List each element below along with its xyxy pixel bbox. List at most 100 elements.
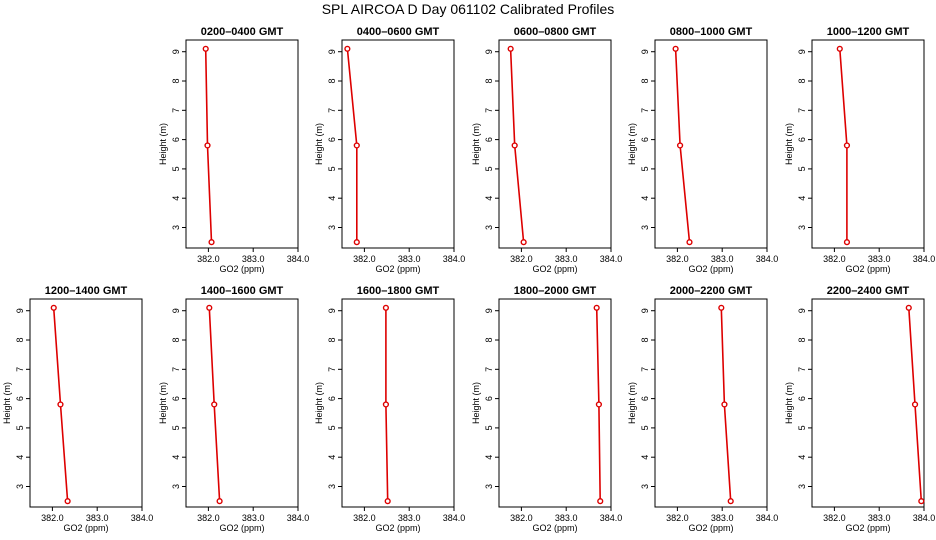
x-axis-label: GO2 (ppm) — [219, 264, 264, 274]
y-tick-label: 8 — [171, 338, 181, 343]
data-point — [202, 45, 209, 52]
y-tick-label: 9 — [640, 49, 650, 54]
data-point — [382, 401, 390, 408]
plot-frame — [811, 39, 925, 249]
x-tick-label: 383.0 — [242, 254, 265, 264]
y-axis-label: Height (m) — [314, 382, 324, 424]
data-point — [836, 45, 843, 52]
y-tick-label: 7 — [171, 367, 181, 372]
x-tick-label: 383.0 — [242, 513, 265, 523]
y-tick-label: 4 — [640, 455, 650, 460]
y-tick-label: 9 — [15, 308, 25, 313]
x-tick-label: 383.0 — [711, 513, 734, 523]
y-tick-label: 6 — [171, 396, 181, 401]
y-tick-label: 5 — [797, 425, 807, 430]
chart-panel: 2200–2400 GMT 382.0 383.0 384.0 3 4 5 6 7 8 9 GO2 (… — [784, 285, 935, 533]
y-axis-label: Height (m) — [627, 382, 637, 424]
data-point — [911, 401, 919, 408]
y-tick-label: 3 — [171, 484, 181, 489]
x-tick-label: 383.0 — [711, 254, 734, 264]
plot-frame — [811, 298, 925, 508]
y-tick-label: 5 — [171, 166, 181, 171]
y-tick-label: 8 — [484, 338, 494, 343]
y-tick-label: 5 — [327, 425, 337, 430]
y-tick-label: 9 — [484, 308, 494, 313]
x-tick-label: 383.0 — [86, 513, 109, 523]
data-point — [718, 304, 725, 311]
y-tick-label: 3 — [640, 225, 650, 230]
y-tick-label: 8 — [171, 79, 181, 84]
y-tick-label: 4 — [327, 196, 337, 201]
x-axis-label: GO2 (ppm) — [532, 523, 577, 533]
chart-panel: 0600–0800 GMT 382.0 383.0 384.0 3 4 5 6 7 8 9 GO2 (… — [471, 26, 622, 274]
data-point — [843, 239, 851, 246]
x-axis-label: GO2 (ppm) — [375, 523, 420, 533]
y-tick-label: 8 — [15, 338, 25, 343]
y-tick-label: 4 — [797, 455, 807, 460]
data-point — [204, 142, 211, 149]
y-tick-label: 9 — [797, 49, 807, 54]
plot-frame — [498, 298, 612, 508]
data-point — [507, 45, 514, 52]
y-tick-label: 7 — [327, 108, 337, 113]
chart-panel: 0400–0600 GMT 382.0 383.0 384.0 3 4 5 6 7 8 9 GO2 (… — [314, 26, 465, 274]
y-tick-label: 8 — [640, 338, 650, 343]
x-axis-label: GO2 (ppm) — [688, 523, 733, 533]
y-tick-label: 9 — [171, 49, 181, 54]
data-point — [353, 239, 360, 246]
data-point — [843, 142, 851, 149]
y-tick-label: 7 — [640, 367, 650, 372]
chart-panel: 1800–2000 GMT 382.0 383.0 384.0 3 4 5 6 7 8 9 GO2 (… — [471, 285, 622, 533]
plot-frame — [341, 298, 455, 508]
data-point — [597, 498, 604, 505]
x-tick-label: 382.0 — [353, 254, 376, 264]
x-tick-label: 383.0 — [398, 254, 421, 264]
x-axis-label: GO2 (ppm) — [688, 264, 733, 274]
y-axis-label: Height (m) — [158, 123, 168, 165]
x-tick-label: 384.0 — [131, 513, 154, 523]
x-tick-label: 384.0 — [600, 513, 623, 523]
x-tick-label: 383.0 — [555, 513, 578, 523]
y-tick-label: 7 — [15, 367, 25, 372]
data-point — [353, 142, 360, 149]
y-tick-label: 4 — [484, 455, 494, 460]
y-tick-label: 6 — [327, 137, 337, 142]
y-tick-label: 3 — [327, 225, 337, 230]
y-tick-label: 3 — [171, 225, 181, 230]
y-axis-label: Height (m) — [314, 123, 324, 165]
y-tick-label: 5 — [640, 425, 650, 430]
chart-panel: 1200–1400 GMT 382.0 383.0 384.0 3 4 5 6 7 8 9 GO2 (… — [2, 285, 153, 533]
y-tick-label: 7 — [640, 108, 650, 113]
y-tick-label: 3 — [640, 484, 650, 489]
y-tick-label: 7 — [484, 367, 494, 372]
y-tick-label: 6 — [797, 396, 807, 401]
x-axis-label: GO2 (ppm) — [532, 264, 577, 274]
y-tick-label: 5 — [15, 425, 25, 430]
panel-title: 2000–2200 GMT — [670, 285, 753, 297]
data-point — [511, 142, 518, 149]
y-tick-label: 6 — [797, 137, 807, 142]
x-tick-label: 382.0 — [510, 254, 533, 264]
y-tick-label: 6 — [640, 137, 650, 142]
x-tick-label: 384.0 — [756, 254, 779, 264]
x-tick-label: 383.0 — [398, 513, 421, 523]
y-tick-label: 3 — [797, 484, 807, 489]
figure-title: SPL AIRCOA D Day 061102 Calibrated Profi… — [322, 1, 615, 17]
plot-frame — [654, 39, 768, 249]
x-tick-label: 384.0 — [443, 254, 466, 264]
data-point — [208, 239, 215, 246]
x-tick-label: 382.0 — [353, 513, 376, 523]
x-tick-label: 384.0 — [913, 254, 936, 264]
y-tick-label: 8 — [484, 79, 494, 84]
y-tick-label: 9 — [640, 308, 650, 313]
y-tick-label: 7 — [484, 108, 494, 113]
y-tick-label: 6 — [171, 137, 181, 142]
y-tick-label: 5 — [484, 166, 494, 171]
y-tick-label: 3 — [484, 484, 494, 489]
data-point — [64, 498, 71, 505]
y-tick-label: 6 — [15, 396, 25, 401]
y-axis-label: Height (m) — [471, 382, 481, 424]
data-point — [686, 239, 693, 246]
y-tick-label: 7 — [797, 108, 807, 113]
